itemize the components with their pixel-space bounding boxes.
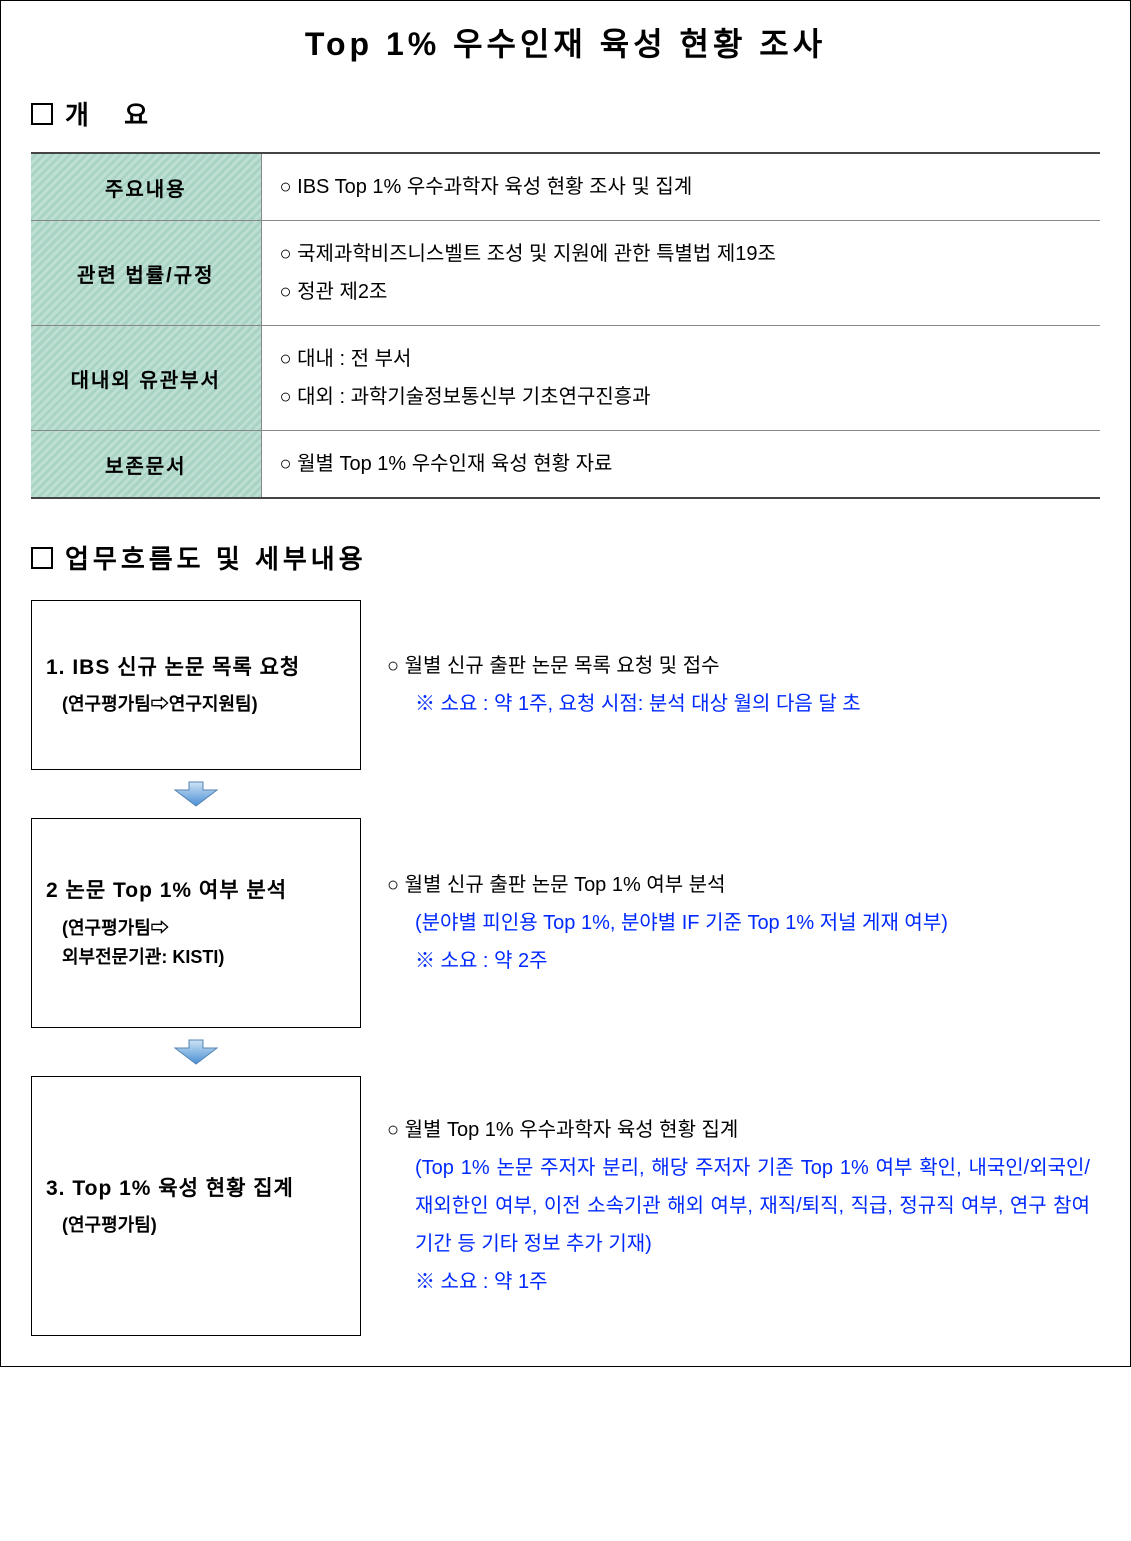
overview-value: ○ IBS Top 1% 우수과학자 육성 현황 조사 및 집계 [261,153,1100,221]
flow-box-sub: (연구평가팀) [46,1211,346,1240]
arrow-down-icon [171,1038,221,1066]
flow-box-sub: (연구평가팀⇨ [46,914,346,943]
overview-label: 대내외 유관부서 [31,326,261,431]
flow-desc-detail: (분야별 피인용 Top 1%, 분야별 IF 기준 Top 1% 저널 게재 … [387,904,1090,942]
table-row: 관련 법률/규정 ○ 국제과학비즈니스벨트 조성 및 지원에 관한 특별법 제1… [31,221,1100,326]
table-row: 대내외 유관부서 ○ 대내 : 전 부서○ 대외 : 과학기술정보통신부 기초연… [31,326,1100,431]
flow-desc-note: ※ 소요 : 약 1주, 요청 시점: 분석 대상 월의 다음 달 초 [387,685,1090,723]
document-page: Top 1% 우수인재 육성 현황 조사 개 요 주요내용 ○ IBS Top … [0,0,1131,1367]
flow-box-title: 3. Top 1% 육성 현황 집계 [46,1172,346,1206]
overview-label: 보존문서 [31,431,261,499]
overview-table: 주요내용 ○ IBS Top 1% 우수과학자 육성 현황 조사 및 집계 관련… [31,152,1100,499]
overview-label: 관련 법률/규정 [31,221,261,326]
section-flow-header: 업무흐름도 및 세부내용 [31,539,1100,576]
overview-value: ○ 대내 : 전 부서○ 대외 : 과학기술정보통신부 기초연구진흥과 [261,326,1100,431]
flow-step-1: 1. IBS 신규 논문 목록 요청 (연구평가팀⇨연구지원팀) ○ 월별 신규… [31,600,1100,770]
overview-value: ○ 월별 Top 1% 우수인재 육성 현황 자료 [261,431,1100,499]
page-title: Top 1% 우수인재 육성 현황 조사 [31,19,1100,65]
flow-box-sub: (연구평가팀⇨연구지원팀) [46,690,346,719]
flow-desc-note: ※ 소요 : 약 2주 [387,942,1090,980]
flow-desc-main: ○ 월별 Top 1% 우수과학자 육성 현황 집계 [387,1111,1090,1149]
table-row: 보존문서 ○ 월별 Top 1% 우수인재 육성 현황 자료 [31,431,1100,499]
flow-box: 2 논문 Top 1% 여부 분석 (연구평가팀⇨ 외부전문기관: KISTI) [31,818,361,1028]
flow-desc-note: ※ 소요 : 약 1주 [387,1263,1090,1301]
flow-description: ○ 월별 신규 출판 논문 목록 요청 및 접수 ※ 소요 : 약 1주, 요청… [361,600,1100,770]
overview-value: ○ 국제과학비즈니스벨트 조성 및 지원에 관한 특별법 제19조○ 정관 제2… [261,221,1100,326]
flow-box: 1. IBS 신규 논문 목록 요청 (연구평가팀⇨연구지원팀) [31,600,361,770]
flow-box-title: 1. IBS 신규 논문 목록 요청 [46,651,346,685]
section-flow-label: 업무흐름도 및 세부내용 [65,539,367,576]
flow-desc-detail: (Top 1% 논문 주저자 분리, 해당 주저자 기존 Top 1% 여부 확… [387,1149,1090,1263]
flow-desc-main: ○ 월별 신규 출판 논문 목록 요청 및 접수 [387,647,1090,685]
flow-description: ○ 월별 신규 출판 논문 Top 1% 여부 분석 (분야별 피인용 Top … [361,818,1100,1028]
flow-box-sub: 외부전문기관: KISTI) [46,943,346,972]
arrow-down-icon [171,780,221,808]
table-row: 주요내용 ○ IBS Top 1% 우수과학자 육성 현황 조사 및 집계 [31,153,1100,221]
flow-box-title: 2 논문 Top 1% 여부 분석 [46,874,346,908]
flow-step-3: 3. Top 1% 육성 현황 집계 (연구평가팀) ○ 월별 Top 1% 우… [31,1076,1100,1336]
flow-arrow [31,1028,1100,1076]
section-overview-header: 개 요 [31,95,1100,132]
flowchart: 1. IBS 신규 논문 목록 요청 (연구평가팀⇨연구지원팀) ○ 월별 신규… [31,600,1100,1336]
checkbox-icon [31,103,53,125]
flow-desc-main: ○ 월별 신규 출판 논문 Top 1% 여부 분석 [387,866,1090,904]
flow-description: ○ 월별 Top 1% 우수과학자 육성 현황 집계 (Top 1% 논문 주저… [361,1076,1100,1336]
checkbox-icon [31,547,53,569]
overview-label: 주요내용 [31,153,261,221]
flow-arrow [31,770,1100,818]
section-overview-label: 개 요 [65,95,162,132]
flow-step-2: 2 논문 Top 1% 여부 분석 (연구평가팀⇨ 외부전문기관: KISTI)… [31,818,1100,1028]
flow-box: 3. Top 1% 육성 현황 집계 (연구평가팀) [31,1076,361,1336]
